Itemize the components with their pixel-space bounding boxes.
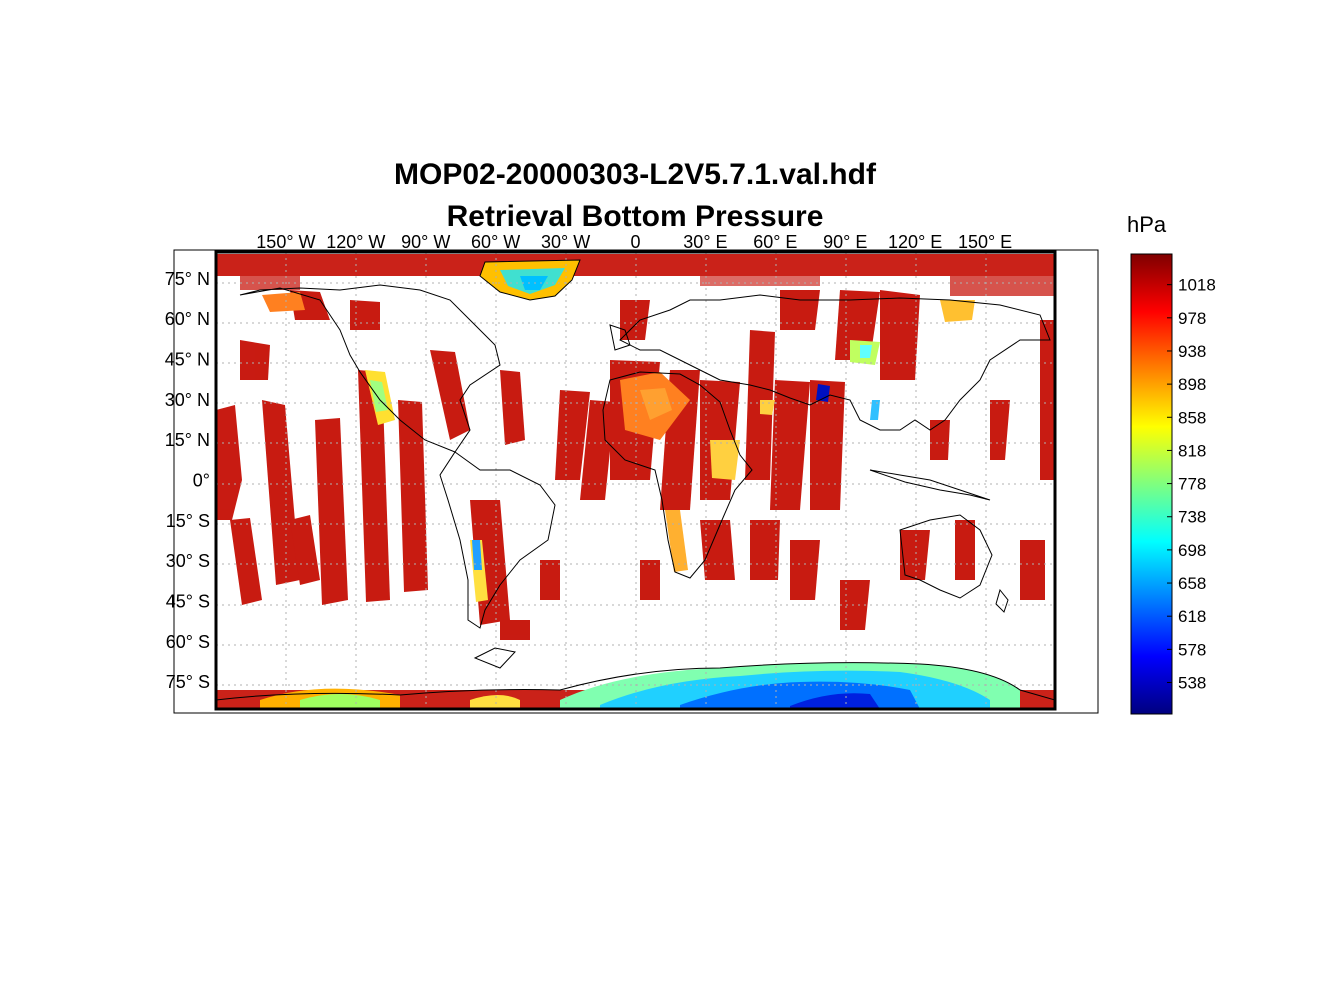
map-frame: [214, 250, 1057, 711]
lat-tick-label: 60° N: [165, 309, 210, 329]
colorbar-tick-label: 538: [1178, 674, 1206, 693]
colorbar-tick-label: 938: [1178, 342, 1206, 361]
colorbar-tick-label: 578: [1178, 640, 1206, 659]
colorbar-tick-label: 898: [1178, 375, 1206, 394]
lat-tick-label: 45° N: [165, 350, 210, 370]
map-area: [216, 252, 1055, 709]
lat-tick-label: 45° S: [166, 591, 210, 611]
colorbar-tick-label: 978: [1178, 309, 1206, 328]
colorbar-tick-label: 778: [1178, 475, 1206, 494]
lat-tick-label: 30° N: [165, 390, 210, 410]
colorbar-tick-label: 858: [1178, 408, 1206, 427]
lon-tick-label: 120° E: [888, 232, 942, 252]
lat-tick-label: 60° S: [166, 632, 210, 652]
lon-tick-label: 90° W: [401, 232, 450, 252]
chart-title: MOP02-20000303-L2V5.7.1.val.hdf: [394, 158, 876, 191]
colorbar-tick-label: 658: [1178, 574, 1206, 593]
lon-tick-label: 0: [630, 232, 640, 252]
latitude-tick-labels: 75° N 60° N 45° N 30° N 15° N 0° 15° S 30° S 45°…: [165, 269, 210, 692]
colorbar-unit-label: hPa: [1127, 212, 1167, 237]
colorbar-tick-labels: 1018 978 938 898 858 818 778 738 698 658 618 578 538: [1167, 276, 1216, 693]
graticule: [216, 252, 1055, 709]
lon-tick-label: 60° W: [471, 232, 520, 252]
lon-tick-label: 60° E: [753, 232, 797, 252]
lat-tick-label: 0°: [193, 471, 210, 491]
colorbar: [1130, 253, 1173, 715]
lon-tick-label: 150° E: [958, 232, 1012, 252]
lat-tick-label: 15° N: [165, 430, 210, 450]
lat-tick-label: 75° S: [166, 672, 210, 692]
lat-tick-label: 30° S: [166, 551, 210, 571]
colorbar-tick-label: 1018: [1178, 276, 1216, 295]
longitude-tick-labels: 150° W 120° W 90° W 60° W 30° W 0 30° E 60° E 90…: [256, 232, 1012, 252]
lat-tick-label: 75° N: [165, 269, 210, 289]
chart-subtitle: Retrieval Bottom Pressure: [446, 200, 824, 233]
lat-tick-label: 15° S: [166, 511, 210, 531]
coastlines: [216, 259, 1055, 701]
lon-tick-label: 30° E: [683, 232, 727, 252]
colorbar-tick-label: 618: [1178, 607, 1206, 626]
colorbar-tick-label: 698: [1178, 541, 1206, 560]
colorbar-tick-label: 738: [1178, 508, 1206, 527]
terrain-highlights: [262, 292, 975, 602]
lon-tick-label: 120° W: [326, 232, 385, 252]
colorbar-tick-label: 818: [1178, 441, 1206, 460]
lon-tick-label: 150° W: [256, 232, 315, 252]
lon-tick-label: 30° W: [541, 232, 590, 252]
lon-tick-label: 90° E: [823, 232, 867, 252]
